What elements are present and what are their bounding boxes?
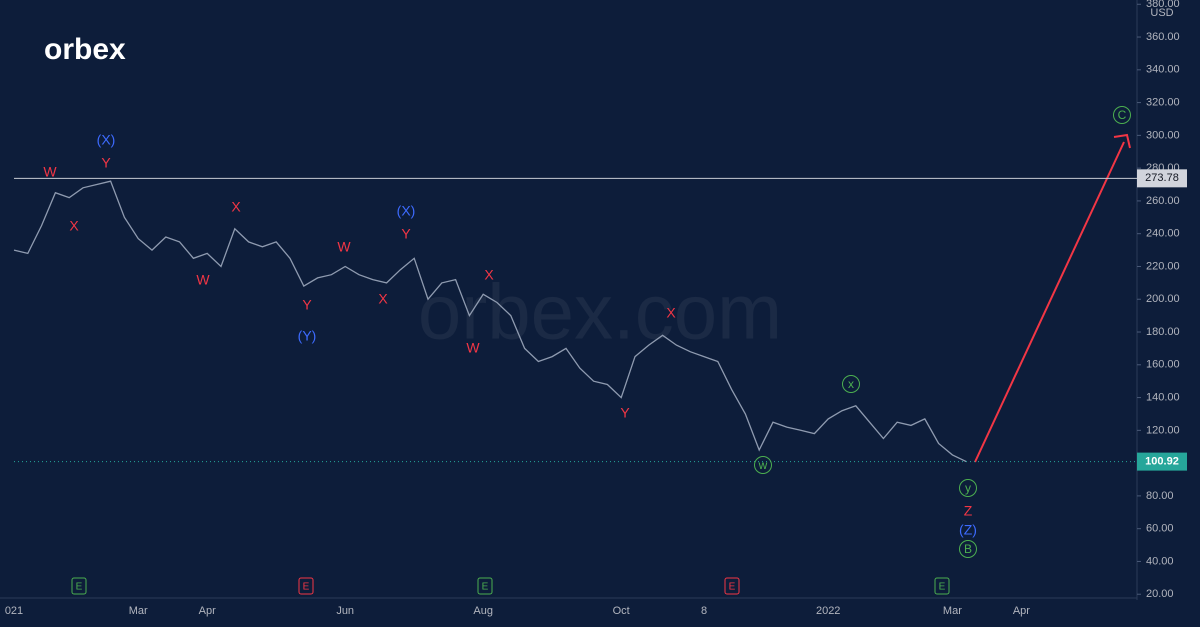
- forecast-arrow-head: [1113, 133, 1131, 149]
- wave-label: (Y): [298, 328, 317, 344]
- y-tick-label: 40.00: [1146, 555, 1174, 567]
- y-tick-label: 60.00: [1146, 523, 1174, 535]
- wave-label: Y: [302, 297, 312, 313]
- level-label-box: [1137, 169, 1187, 188]
- wave-circle: [754, 456, 772, 474]
- x-tick-label: 8: [701, 605, 707, 617]
- wave-label: C: [1118, 108, 1127, 122]
- plot: [13, 180, 967, 463]
- wave-label: (Z): [959, 522, 977, 538]
- y-tick-label: 260.00: [1146, 195, 1180, 207]
- y-tick-label: 360.00: [1146, 31, 1180, 43]
- wave-label: (X): [97, 132, 116, 148]
- y-tick-label: 180.00: [1146, 326, 1180, 338]
- x-tick-label: Oct: [613, 605, 630, 617]
- wave-label: x: [848, 377, 854, 391]
- event-box: [724, 577, 740, 595]
- wave-circle: [1113, 106, 1131, 124]
- x-tick-label: 2022: [816, 605, 840, 617]
- y-tick-label: 20.00: [1146, 588, 1174, 600]
- wave-label: X: [231, 199, 241, 215]
- wave-label: X: [666, 305, 676, 321]
- event-label: E: [482, 582, 489, 593]
- y-tick-label: 340.00: [1146, 64, 1180, 76]
- event-label: E: [729, 582, 736, 593]
- wave-label: Y: [620, 405, 630, 421]
- y-tick-label: 300.00: [1146, 129, 1180, 141]
- wave-label: y: [965, 481, 971, 495]
- x-tick-label: Apr: [199, 605, 216, 617]
- wave-label: W: [337, 239, 351, 255]
- wave-label: Z: [964, 503, 973, 519]
- last-price-label: 100.92: [1145, 456, 1179, 468]
- y-tick-label: 320.00: [1146, 96, 1180, 108]
- wave-label: W: [43, 164, 57, 180]
- wave-label: X: [484, 267, 494, 283]
- wave-label: X: [378, 291, 388, 307]
- y-tick-label: 80.00: [1146, 490, 1174, 502]
- x-tick-label: Mar: [129, 605, 148, 617]
- wave-label: Y: [401, 226, 411, 242]
- wave-label: w: [758, 458, 768, 472]
- wave-circle: [959, 479, 977, 497]
- x-tick-label: Mar: [943, 605, 962, 617]
- currency-label: USD: [1150, 7, 1173, 19]
- y-tick-label: 200.00: [1146, 293, 1180, 305]
- watermark: orbex.com: [418, 268, 782, 356]
- wave-circle: [959, 540, 977, 558]
- y-tick-label: 220.00: [1146, 260, 1180, 272]
- forecast-arrow: [974, 141, 1125, 463]
- x-tick-label: Jun: [336, 605, 354, 617]
- x-tick-label: 021: [5, 605, 23, 617]
- wave-label: X: [69, 218, 79, 234]
- y-tick-label: 160.00: [1146, 359, 1180, 371]
- wave-label: (X): [397, 203, 416, 219]
- event-box: [298, 577, 314, 595]
- event-label: E: [76, 582, 83, 593]
- event-box: [71, 577, 87, 595]
- logo: orbex: [44, 33, 126, 66]
- event-box: [477, 577, 493, 595]
- y-tick-label: 120.00: [1146, 424, 1180, 436]
- event-label: E: [303, 582, 310, 593]
- wave-label: W: [466, 340, 480, 356]
- wave-label: B: [964, 542, 972, 556]
- event-box: [934, 577, 950, 595]
- wave-label: Y: [101, 155, 111, 171]
- y-tick-label: 380.00: [1146, 0, 1180, 10]
- event-label: E: [939, 582, 946, 593]
- wave-label: W: [196, 272, 210, 288]
- wave-circle: [842, 375, 860, 393]
- x-tick-label: Aug: [473, 605, 493, 617]
- y-tick-label: 140.00: [1146, 391, 1180, 403]
- level-label: 273.78: [1145, 172, 1179, 184]
- y-tick-label: 240.00: [1146, 228, 1180, 240]
- last-price-box: [1137, 452, 1187, 471]
- price-line: [13, 180, 967, 463]
- x-tick-label: Apr: [1013, 605, 1030, 617]
